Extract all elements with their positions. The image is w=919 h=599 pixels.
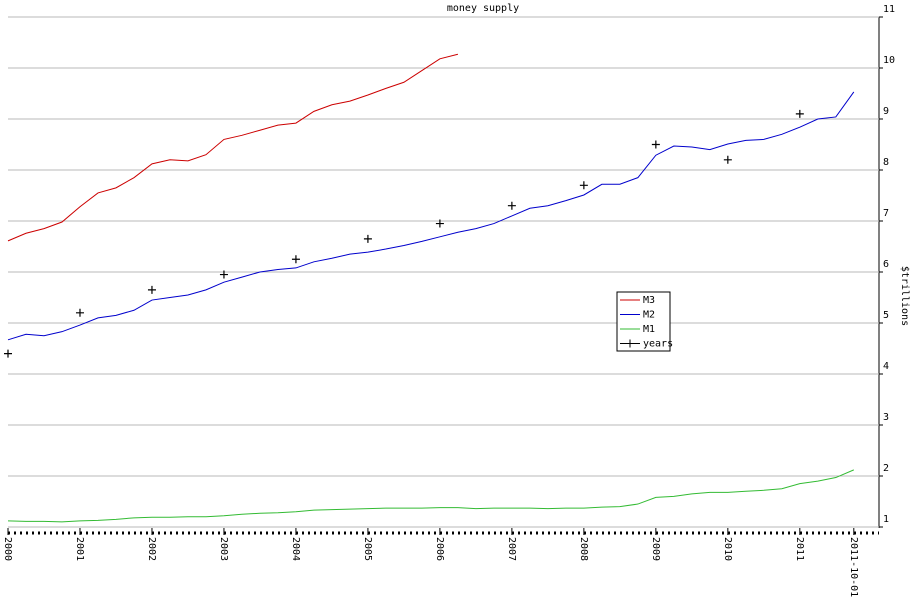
legend-box <box>616 291 671 352</box>
y-tick-label: 2 <box>883 463 889 474</box>
x-tick-label: 2004 <box>290 537 301 561</box>
x-tick-label: 2010 <box>722 537 733 561</box>
legend-label: M3 <box>643 295 655 306</box>
y-tick-label: 10 <box>883 55 895 66</box>
series-line <box>7 53 459 242</box>
year-marker <box>75 308 84 317</box>
year-marker <box>579 181 588 190</box>
legend-label: M1 <box>643 324 655 335</box>
x-tick-label: 2007 <box>506 537 517 561</box>
year-marker <box>219 270 228 279</box>
x-tick-label: 2009 <box>650 537 661 561</box>
year-marker <box>651 140 660 149</box>
y-tick-label: 1 <box>883 514 889 525</box>
year-marker <box>147 285 156 294</box>
year-marker <box>4 349 12 358</box>
year-marker <box>795 109 804 118</box>
year-marker <box>723 155 732 164</box>
y-tick-label: 5 <box>883 310 889 321</box>
x-tick-label: 2001 <box>74 537 85 561</box>
y-axis-label: $trillions <box>899 266 910 326</box>
x-tick-label: 2005 <box>362 537 373 561</box>
y-tick-label: 3 <box>883 412 889 423</box>
y-tick-label: 9 <box>883 106 889 117</box>
x-tick-label: 2006 <box>434 537 445 561</box>
series-line <box>7 91 855 341</box>
series-line <box>7 469 855 523</box>
x-tick-label: 2000 <box>2 537 13 561</box>
x-tick-label: 2002 <box>146 537 157 561</box>
y-tick-label: 6 <box>883 259 889 270</box>
legend-label: M2 <box>643 310 655 321</box>
x-tick-label: 2011-10-01 <box>848 537 859 597</box>
legend-label: years <box>643 339 673 350</box>
legend: M3 M2 M1 years <box>616 291 673 352</box>
y-tick-label: 8 <box>883 157 889 168</box>
year-marker <box>435 219 444 228</box>
y-tick-label: 4 <box>883 361 889 372</box>
year-marker <box>291 255 300 264</box>
y-tick-label: 11 <box>883 4 895 15</box>
x-tick-label: 2003 <box>218 537 229 561</box>
year-marker <box>507 201 516 210</box>
legend-marker <box>620 339 640 348</box>
y-tick-label: 7 <box>883 208 889 219</box>
x-tick-label: 2008 <box>578 537 589 561</box>
x-tick-label: 2011 <box>794 537 805 561</box>
year-marker <box>363 234 372 243</box>
chart-title: money supply <box>447 3 519 14</box>
